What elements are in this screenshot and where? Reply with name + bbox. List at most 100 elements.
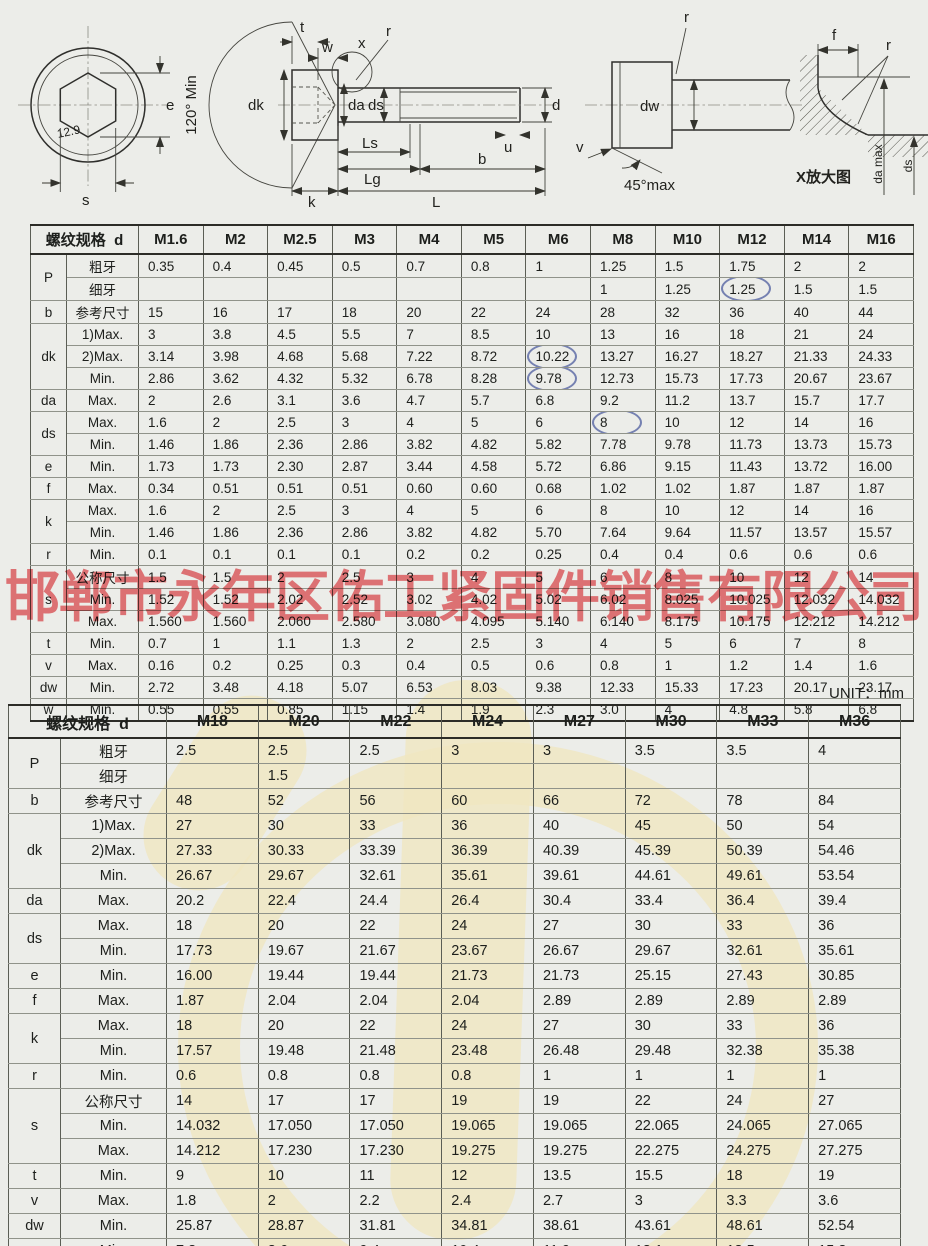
value-cell: 33 <box>716 1013 810 1039</box>
value-cell: 2.87 <box>331 455 398 478</box>
spec-header-cell: 螺纹规格 d <box>7 704 168 739</box>
table-row: dk 1)Max. 3 3.8 4.5 5.5 7 8.5 10 13 16 18 21 24 <box>30 323 914 390</box>
value-cell: 2.04 <box>349 988 443 1014</box>
value-cell: 11.57 <box>719 521 785 544</box>
table-row: b 参考尺寸 15 16 17 18 20 22 24 28 32 36 40 44 <box>30 300 914 324</box>
value-cell: 7.8 <box>166 1238 259 1246</box>
value-cell: 2.89 <box>532 988 626 1014</box>
value-cell: 1.8 <box>166 1188 259 1214</box>
value-cell: 2 <box>202 411 269 434</box>
value-cell: 1.5 <box>138 565 204 589</box>
row-sub-label: Min. <box>66 676 139 699</box>
size-column-header: M6 <box>525 224 592 255</box>
table-row: Min. 14.032 17.050 17.050 19.065 19.065 22.065… <box>9 1113 901 1139</box>
row-sub-label: Max. <box>59 988 168 1014</box>
value-cell: 24 <box>716 1088 810 1114</box>
value-cell: 3.62 <box>202 367 269 390</box>
row-group-label: v <box>30 654 67 677</box>
row-group-label: da <box>8 888 61 914</box>
row-sub-label: Max. <box>66 411 139 434</box>
value-cell: 1.6 <box>138 499 204 522</box>
value-cell: 9.4 <box>349 1238 443 1246</box>
value-cell: 19.065 <box>441 1113 534 1139</box>
table-row: Max. 14.212 17.230 17.230 19.275 19.275 22.275… <box>9 1138 901 1164</box>
value-cell: 2.02 <box>267 588 333 611</box>
dim-f-label: f <box>832 27 837 44</box>
row-sub-label: Max. <box>66 499 139 522</box>
value-cell: 50.39 <box>716 838 810 864</box>
value-cell: 1.560 <box>202 610 269 633</box>
value-cell: 11.73 <box>719 433 785 456</box>
dim-u-label: u <box>504 139 512 156</box>
value-cell: 23.17 <box>848 676 914 699</box>
value-cell: 14.032 <box>166 1113 259 1139</box>
value-cell: 20 <box>396 300 462 324</box>
value-cell: 10 <box>257 1163 351 1189</box>
value-cell: 16 <box>848 411 914 434</box>
table-row: da Max. 20.2 22.4 24.4 26.4 30.4 33.4 36.4 39.4 <box>8 888 901 914</box>
value-cell: 21.67 <box>349 938 443 964</box>
value-cell: 24 <box>848 323 914 346</box>
value-cell: 56 <box>349 788 443 814</box>
value-cell: 12.032 <box>783 588 850 611</box>
value-cell: 1.5 <box>202 565 269 589</box>
value-cell: 1.46 <box>138 521 204 544</box>
value-cell <box>349 763 443 789</box>
value-cell: 30 <box>257 813 351 839</box>
dim-ds-label: ds <box>368 97 384 114</box>
value-cell: 33 <box>349 813 443 839</box>
table-row: t Min. 0.7 1 1.1 1.3 2 2.5 3 4 5 6 7 8 <box>30 632 914 655</box>
value-cell <box>808 763 901 789</box>
row-group-label: k <box>30 499 67 544</box>
size-column-header: M22 <box>349 704 443 739</box>
value-cell: 1.560 <box>138 610 204 633</box>
row-group-label: b <box>8 788 61 814</box>
value-cell: 1 <box>590 277 656 301</box>
row-sub-label: Min. <box>59 938 168 964</box>
value-cell: 24.4 <box>349 888 443 914</box>
size-column-header: M5 <box>460 224 527 255</box>
value-cell: 4.02 <box>460 588 527 611</box>
value-cell: 5.70 <box>525 521 592 544</box>
value-cell: 8 <box>654 565 721 589</box>
value-cell: 2.72 <box>138 676 204 699</box>
value-cell: 24 <box>525 300 592 324</box>
row-sub-label: Max. <box>59 1138 168 1164</box>
value-cell: 36.4 <box>716 888 810 914</box>
value-cell: 2.4 <box>441 1188 534 1214</box>
row-sub-label: Max. <box>66 654 139 677</box>
value-cell: 3 <box>396 565 462 589</box>
value-cell: 84 <box>808 788 901 814</box>
row-group-label: e <box>8 963 61 989</box>
value-cell: 3.48 <box>202 676 269 699</box>
value-cell: 0.25 <box>525 543 592 566</box>
value-cell: 35.38 <box>808 1038 901 1064</box>
value-cell: 2.060 <box>267 610 333 633</box>
value-cell: 21.73 <box>532 963 626 989</box>
dim-dk-label: dk <box>248 97 264 114</box>
dim-da-max-label: da max <box>871 144 885 183</box>
value-cell: 3.5 <box>716 737 810 764</box>
value-cell: 25.87 <box>166 1213 259 1239</box>
value-cell: 2 <box>202 499 269 522</box>
row-sub-label: Min. <box>59 1163 168 1189</box>
value-cell <box>202 277 269 301</box>
value-cell: 4.5 <box>267 323 333 346</box>
value-cell: 8 <box>848 632 914 655</box>
value-cell: 18 <box>166 913 259 939</box>
value-cell: 0.4 <box>396 654 462 677</box>
value-cell: 22 <box>460 300 527 324</box>
value-cell: 9.64 <box>654 521 721 544</box>
table-row: P 粗牙 0.35 0.4 0.45 0.5 0.7 0.8 1 1.25 1.5 1.75 2 2 <box>30 253 914 301</box>
value-cell: 10.4 <box>441 1238 534 1246</box>
row-sub-label: 公称尺寸 <box>59 1088 168 1114</box>
value-cell: 27.43 <box>716 963 810 989</box>
value-cell: 1 <box>532 1063 626 1089</box>
row-sub-label: Min. <box>59 963 168 989</box>
angle-120-label: 120° Min <box>183 75 200 134</box>
value-cell: 3 <box>331 499 398 522</box>
value-cell: 48.61 <box>716 1213 810 1239</box>
row-sub-label: Min. <box>59 1038 168 1064</box>
row-sub-label: 公称尺寸 <box>66 565 139 589</box>
